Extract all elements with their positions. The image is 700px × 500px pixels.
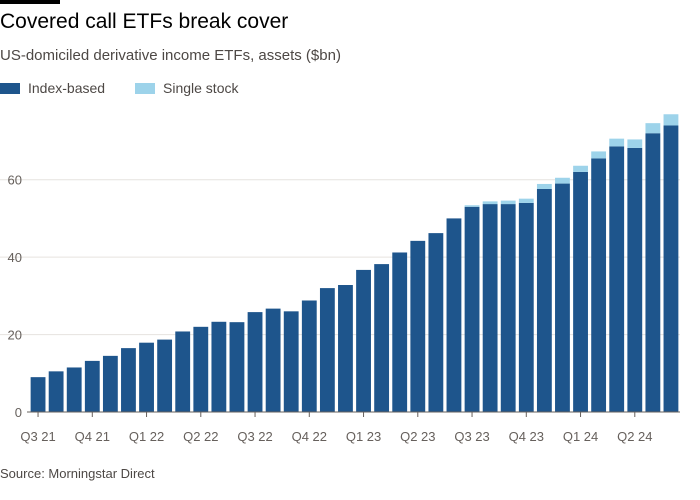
bar-single-stock <box>555 177 570 184</box>
bar-index-based <box>265 308 281 412</box>
x-tick-label: Q4 22 <box>292 429 327 444</box>
bar-index-based <box>84 360 100 412</box>
bar-index-based <box>410 240 426 412</box>
bar-single-stock <box>627 139 643 148</box>
bar-index-based <box>464 206 480 412</box>
bar-index-based <box>301 300 317 412</box>
x-tick-label: Q3 21 <box>20 429 55 444</box>
bar-index-based <box>211 321 227 412</box>
bar-index-based <box>609 146 625 412</box>
bar-single-stock <box>645 123 661 134</box>
bar-single-stock <box>663 114 679 126</box>
bar-index-based <box>536 188 552 412</box>
bar-index-based <box>157 339 173 412</box>
y-tick-label: 40 <box>8 250 22 265</box>
bar-index-based <box>428 233 444 412</box>
bar-index-based <box>500 204 516 412</box>
bar-index-based <box>374 264 390 412</box>
bar-index-based <box>591 158 607 412</box>
x-tick-label: Q2 22 <box>183 429 218 444</box>
bar-index-based <box>573 171 588 412</box>
bar-index-based <box>482 204 498 412</box>
bar-index-based <box>555 183 570 412</box>
x-tick-label: Q4 21 <box>75 429 110 444</box>
bar-index-based <box>645 133 661 413</box>
bar-single-stock <box>573 165 588 172</box>
bar-index-based <box>30 377 46 412</box>
bar-index-based <box>48 371 64 412</box>
y-tick-label: 0 <box>15 405 22 420</box>
bar-index-based <box>446 218 462 412</box>
x-tick-label: Q3 23 <box>454 429 489 444</box>
y-tick-label: 20 <box>8 328 22 343</box>
bar-index-based <box>247 312 263 412</box>
source-note: Source: Morningstar Direct <box>0 466 155 481</box>
legend-swatch-index-based <box>0 82 20 94</box>
chart-subtitle: US-domiciled derivative income ETFs, ass… <box>0 47 341 64</box>
x-tick-label: Q1 22 <box>129 429 164 444</box>
bar-chart: 0 20 40 60 Q3 21 Q4 21 Q1 22 Q2 22 Q3 22 Q4 22 Q1 … <box>0 114 680 444</box>
bar-index-based <box>356 269 371 412</box>
legend-label-single-stock: Single stock <box>163 80 239 96</box>
bar-index-based <box>121 348 136 412</box>
bar-index-based <box>392 252 408 412</box>
bar-index-based <box>139 342 154 412</box>
bar-single-stock <box>482 201 498 205</box>
legend-item-index-based: Index-based <box>0 80 105 96</box>
bar-index-based <box>229 322 245 412</box>
bar-index-based <box>193 326 209 412</box>
bar-index-based <box>102 355 118 412</box>
bar-index-based <box>627 147 643 412</box>
x-tick-label: Q2 23 <box>400 429 435 444</box>
legend-label-index-based: Index-based <box>28 80 106 96</box>
x-tick-label: Q1 24 <box>563 429 598 444</box>
y-tick-label: 60 <box>8 173 22 188</box>
x-tick-label: Q1 23 <box>346 429 381 444</box>
bar-index-based <box>338 285 353 412</box>
bar-index-based <box>663 125 679 413</box>
bar-index-based <box>66 367 82 412</box>
bar-single-stock <box>518 198 534 203</box>
legend-item-single-stock: Single stock <box>135 80 238 96</box>
bar-index-based <box>518 202 534 412</box>
bar-single-stock <box>609 138 625 147</box>
x-tick-label: Q2 24 <box>617 429 652 444</box>
x-tick-label: Q4 23 <box>509 429 544 444</box>
bar-single-stock <box>464 205 480 207</box>
bar-index-based <box>283 311 299 412</box>
bar-single-stock <box>536 183 552 189</box>
bar-index-based <box>175 331 191 412</box>
bar-index-based <box>319 288 335 412</box>
bar-single-stock <box>591 151 607 159</box>
x-tick-label: Q3 22 <box>237 429 272 444</box>
brand-bar <box>0 0 60 4</box>
legend-swatch-single-stock <box>135 82 155 94</box>
chart-title: Covered call ETFs break cover <box>0 10 289 33</box>
bar-single-stock <box>500 200 516 205</box>
